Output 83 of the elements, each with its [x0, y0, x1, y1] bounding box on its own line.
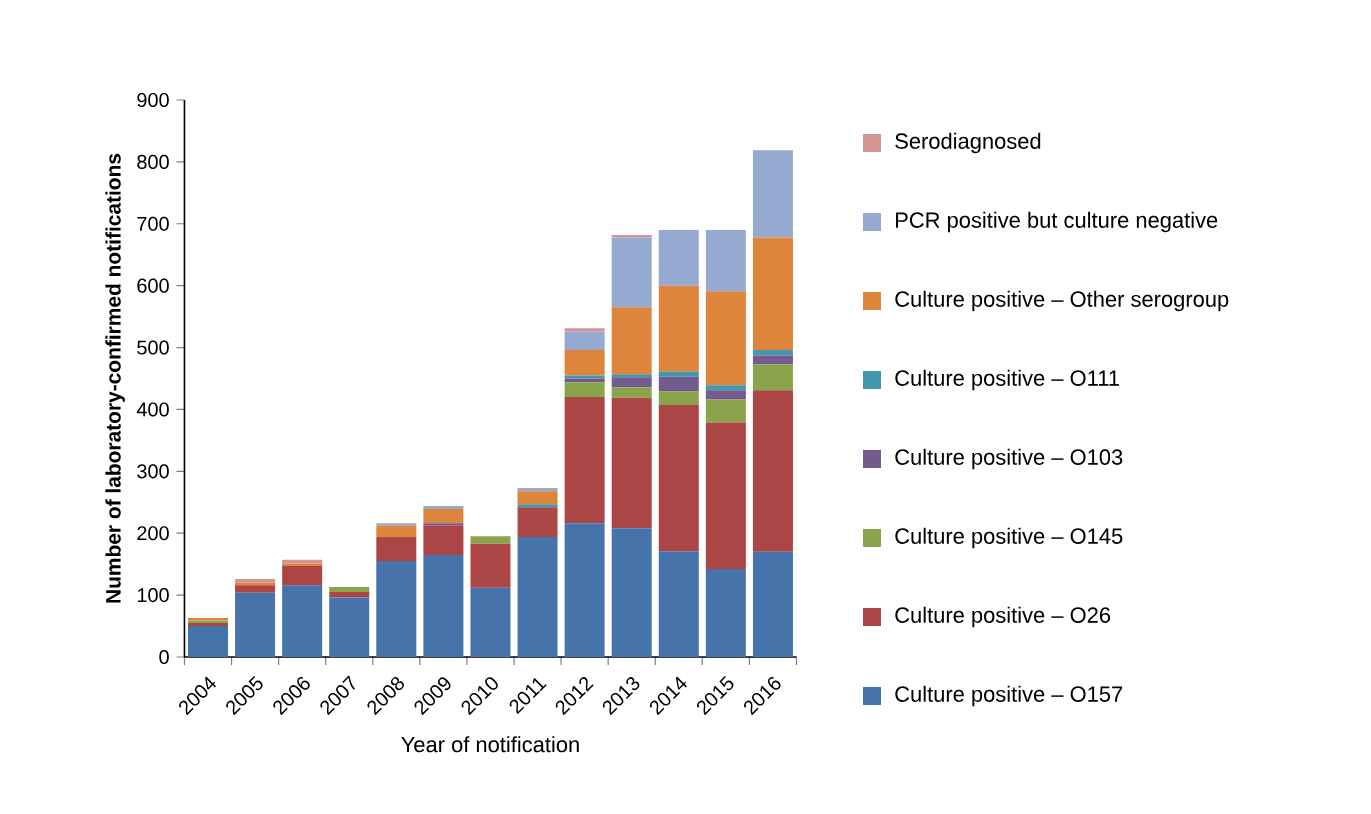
bar [564, 350, 605, 376]
bar [564, 523, 605, 657]
y-tick-label: 900 [137, 92, 169, 108]
bar [376, 561, 417, 657]
bar [282, 566, 323, 586]
bar [705, 422, 746, 570]
y-tick-label: 100 [137, 588, 169, 603]
legend-label: Culture positive – Other serogroup [895, 290, 1229, 312]
bar [423, 505, 464, 510]
bar [611, 374, 652, 378]
legend-label: Culture positive – O103 [895, 448, 1123, 470]
bar [564, 378, 605, 383]
bar [611, 528, 652, 657]
bar [564, 375, 605, 379]
bar [235, 592, 276, 657]
bar [470, 543, 511, 588]
bar [517, 507, 558, 537]
y-tick-label: 400 [136, 402, 169, 417]
bar [611, 387, 652, 398]
bar [423, 509, 464, 524]
bar [752, 150, 793, 238]
bar [658, 551, 699, 657]
bar [705, 291, 746, 386]
bar [611, 397, 652, 529]
bar [611, 307, 652, 375]
y-tick-label: 300 [137, 464, 169, 479]
bar [564, 331, 605, 351]
bar [658, 371, 699, 377]
y-tick-label: 200 [137, 526, 169, 541]
bar [658, 405, 699, 552]
bar [752, 237, 793, 351]
bar [376, 523, 417, 526]
legend-label: Culture positive – O111 [895, 369, 1119, 391]
y-tick-label: 800 [137, 154, 169, 169]
legend-label: Culture positive – O145 [895, 527, 1123, 549]
y-tick-label: 0 [159, 649, 169, 665]
bar [376, 536, 417, 562]
bar [658, 229, 699, 286]
bar [611, 237, 652, 308]
legend-label: Culture positive – O157 [895, 685, 1123, 707]
bar [517, 536, 558, 657]
y-tick-label: 700 [137, 216, 169, 231]
bar [329, 587, 370, 593]
y-tick-label: 600 [137, 278, 169, 293]
legend-label: Serodiagnosed [895, 132, 1041, 154]
bar [705, 569, 746, 657]
bar [470, 536, 511, 544]
bar [705, 399, 746, 423]
bar [376, 525, 417, 537]
bar [564, 397, 605, 524]
bar [517, 491, 558, 505]
bar [517, 504, 558, 508]
y-axis-title: Number of laboratory-confirmed notifications [105, 153, 125, 603]
bar [611, 377, 652, 388]
bar [658, 391, 699, 406]
bar [517, 488, 558, 492]
bar [658, 376, 699, 392]
bar [658, 285, 699, 372]
bar [564, 382, 605, 398]
bar [282, 585, 323, 657]
bar [423, 525, 464, 555]
bar [752, 364, 793, 391]
bar [752, 551, 793, 657]
bar [752, 350, 793, 356]
bar [423, 554, 464, 657]
x-axis-title: Year of notification [401, 736, 579, 753]
bar [705, 385, 746, 391]
bar [329, 597, 370, 657]
bar [187, 622, 229, 627]
bar [235, 585, 276, 593]
bar [752, 355, 793, 365]
bar [282, 559, 323, 564]
y-tick-label: 500 [137, 340, 169, 355]
bar [329, 592, 370, 598]
legend-label: PCR positive but culture negative [896, 211, 1218, 233]
bar [423, 523, 464, 526]
bar [752, 390, 793, 552]
bar [564, 328, 605, 332]
bar [187, 626, 229, 657]
bar [470, 587, 511, 657]
bar [705, 390, 746, 400]
legend-label: Culture positive – O26 [895, 606, 1111, 628]
bar [705, 229, 746, 292]
